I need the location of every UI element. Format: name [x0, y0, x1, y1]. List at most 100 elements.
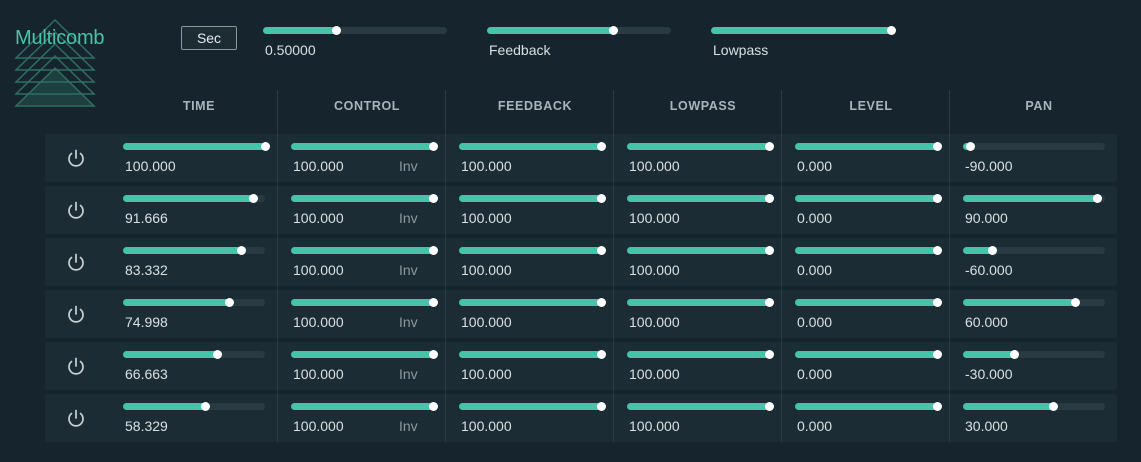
- pan-slider[interactable]: [963, 396, 1105, 416]
- lowpass-slider[interactable]: [627, 188, 774, 208]
- feedback-slider[interactable]: [459, 292, 606, 312]
- power-icon[interactable]: [65, 200, 87, 222]
- power-icon[interactable]: [65, 356, 87, 378]
- slider-thumb[interactable]: [764, 142, 774, 151]
- slider-thumb[interactable]: [609, 26, 619, 35]
- slider-thumb[interactable]: [596, 246, 606, 255]
- control-slider[interactable]: [291, 396, 438, 416]
- slider-thumb[interactable]: [932, 246, 942, 255]
- level-slider[interactable]: [795, 292, 942, 312]
- slider-thumb[interactable]: [428, 350, 438, 359]
- global-lowpass-label: Lowpass: [713, 42, 769, 58]
- slider-thumb[interactable]: [764, 194, 774, 203]
- slider-thumb[interactable]: [932, 350, 942, 359]
- slider-thumb[interactable]: [932, 402, 942, 411]
- slider-thumb[interactable]: [764, 246, 774, 255]
- feedback-value: 100.000: [461, 418, 512, 434]
- power-icon[interactable]: [65, 252, 87, 274]
- slider-thumb[interactable]: [596, 142, 606, 151]
- slider-thumb[interactable]: [764, 298, 774, 307]
- pan-slider[interactable]: [963, 344, 1105, 364]
- level-slider[interactable]: [795, 344, 942, 364]
- invert-toggle[interactable]: Inv: [399, 158, 418, 174]
- control-slider[interactable]: [291, 344, 438, 364]
- lowpass-slider[interactable]: [627, 344, 774, 364]
- feedback-slider[interactable]: [459, 344, 606, 364]
- slider-thumb[interactable]: [886, 26, 896, 35]
- time-value: 91.666: [125, 210, 168, 226]
- time-slider[interactable]: [123, 292, 265, 312]
- control-slider[interactable]: [291, 240, 438, 260]
- slider-thumb[interactable]: [201, 402, 211, 411]
- slider-thumb[interactable]: [596, 350, 606, 359]
- slider-thumb[interactable]: [965, 142, 975, 151]
- slider-thumb[interactable]: [428, 402, 438, 411]
- slider-thumb[interactable]: [596, 402, 606, 411]
- slider-thumb[interactable]: [988, 246, 998, 255]
- slider-thumb[interactable]: [1049, 402, 1059, 411]
- level-slider[interactable]: [795, 240, 942, 260]
- pan-slider[interactable]: [963, 188, 1105, 208]
- time-unit-button[interactable]: Sec: [181, 26, 237, 50]
- cell-level: 0.000: [795, 290, 945, 338]
- global-time-slider[interactable]: [263, 20, 447, 40]
- slider-thumb[interactable]: [932, 298, 942, 307]
- slider-thumb[interactable]: [932, 142, 942, 151]
- invert-toggle[interactable]: Inv: [399, 262, 418, 278]
- invert-toggle[interactable]: Inv: [399, 314, 418, 330]
- feedback-value: 100.000: [461, 366, 512, 382]
- power-icon[interactable]: [65, 148, 87, 170]
- slider-thumb[interactable]: [1009, 350, 1019, 359]
- control-slider[interactable]: [291, 188, 438, 208]
- slider-thumb[interactable]: [932, 194, 942, 203]
- slider-thumb[interactable]: [596, 194, 606, 203]
- slider-thumb[interactable]: [764, 402, 774, 411]
- lowpass-slider[interactable]: [627, 292, 774, 312]
- time-slider[interactable]: [123, 136, 270, 156]
- slider-thumb[interactable]: [596, 298, 606, 307]
- slider-thumb[interactable]: [213, 350, 223, 359]
- time-slider[interactable]: [123, 344, 265, 364]
- control-slider[interactable]: [291, 292, 438, 312]
- lowpass-value: 100.000: [629, 418, 680, 434]
- level-slider[interactable]: [795, 136, 942, 156]
- slider-thumb[interactable]: [225, 298, 234, 307]
- slider-thumb[interactable]: [428, 142, 438, 151]
- pan-slider[interactable]: [963, 240, 1105, 260]
- slider-thumb[interactable]: [1070, 298, 1080, 307]
- time-slider[interactable]: [123, 240, 265, 260]
- slider-thumb[interactable]: [764, 350, 774, 359]
- invert-toggle[interactable]: Inv: [399, 210, 418, 226]
- slider-thumb[interactable]: [332, 26, 342, 35]
- level-slider[interactable]: [795, 188, 942, 208]
- slider-thumb[interactable]: [1093, 194, 1103, 203]
- feedback-slider[interactable]: [459, 136, 606, 156]
- pan-slider[interactable]: [963, 136, 1105, 156]
- slider-fill: [795, 143, 937, 150]
- feedback-slider[interactable]: [459, 188, 606, 208]
- column-header-time: TIME: [182, 99, 216, 113]
- lowpass-slider[interactable]: [627, 240, 774, 260]
- global-feedback-slider[interactable]: [487, 20, 671, 40]
- time-slider[interactable]: [123, 188, 265, 208]
- time-slider[interactable]: [123, 396, 265, 416]
- control-slider[interactable]: [291, 136, 438, 156]
- feedback-slider[interactable]: [459, 396, 606, 416]
- slider-thumb[interactable]: [428, 194, 438, 203]
- global-lowpass-slider[interactable]: [711, 20, 896, 40]
- slider-thumb[interactable]: [428, 298, 438, 307]
- slider-thumb[interactable]: [236, 246, 246, 255]
- slider-thumb[interactable]: [428, 246, 438, 255]
- pan-slider[interactable]: [963, 292, 1105, 312]
- lowpass-slider[interactable]: [627, 136, 774, 156]
- lowpass-slider[interactable]: [627, 396, 774, 416]
- level-slider[interactable]: [795, 396, 942, 416]
- slider-fill: [459, 299, 601, 306]
- power-icon[interactable]: [65, 408, 87, 430]
- invert-toggle[interactable]: Inv: [399, 418, 418, 434]
- feedback-slider[interactable]: [459, 240, 606, 260]
- power-icon[interactable]: [65, 304, 87, 326]
- slider-thumb[interactable]: [248, 194, 258, 203]
- slider-thumb[interactable]: [260, 142, 270, 151]
- invert-toggle[interactable]: Inv: [399, 366, 418, 382]
